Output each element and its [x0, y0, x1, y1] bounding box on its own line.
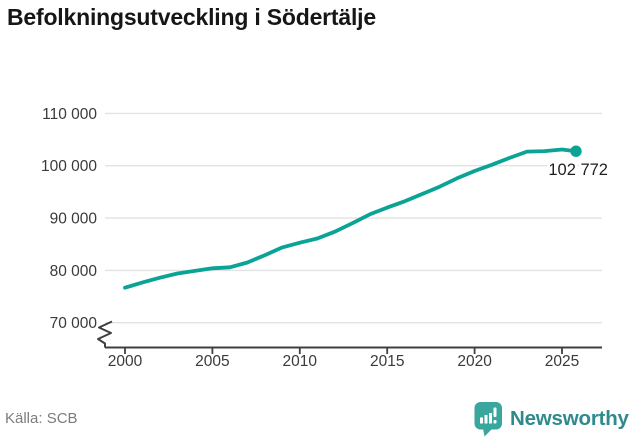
- newsworthy-logo[interactable]: Newsworthy: [474, 401, 629, 437]
- y-axis-tick-label: 110 000: [42, 106, 97, 123]
- y-axis-tick-label: 90 000: [50, 211, 98, 228]
- y-axis-tick-label: 70 000: [50, 315, 98, 332]
- x-axis-tick-label: 2010: [283, 353, 318, 370]
- population-series-line: [123, 147, 578, 290]
- source-note: Källa: SCB: [5, 410, 78, 427]
- y-axis-break-icon: [97, 320, 113, 348]
- last-value-annotation: 102 772: [548, 161, 608, 179]
- x-axis-tick-label: 2020: [457, 353, 492, 370]
- x-axis-tick-label: 2000: [108, 353, 143, 370]
- y-axis-tick-label: 100 000: [41, 158, 97, 175]
- chart-title: Befolkningsutveckling i Södertälje: [7, 4, 376, 30]
- newsworthy-wordmark: Newsworthy: [510, 407, 629, 430]
- newsworthy-bubble-barchart-icon: [474, 402, 502, 437]
- y-axis-tick-label: 80 000: [50, 263, 98, 280]
- x-axis-tick-label: 2025: [545, 353, 579, 370]
- last-point-marker: [570, 145, 582, 157]
- x-axis-tick-label: 2005: [195, 353, 229, 370]
- x-axis-tick-label: 2015: [370, 353, 404, 370]
